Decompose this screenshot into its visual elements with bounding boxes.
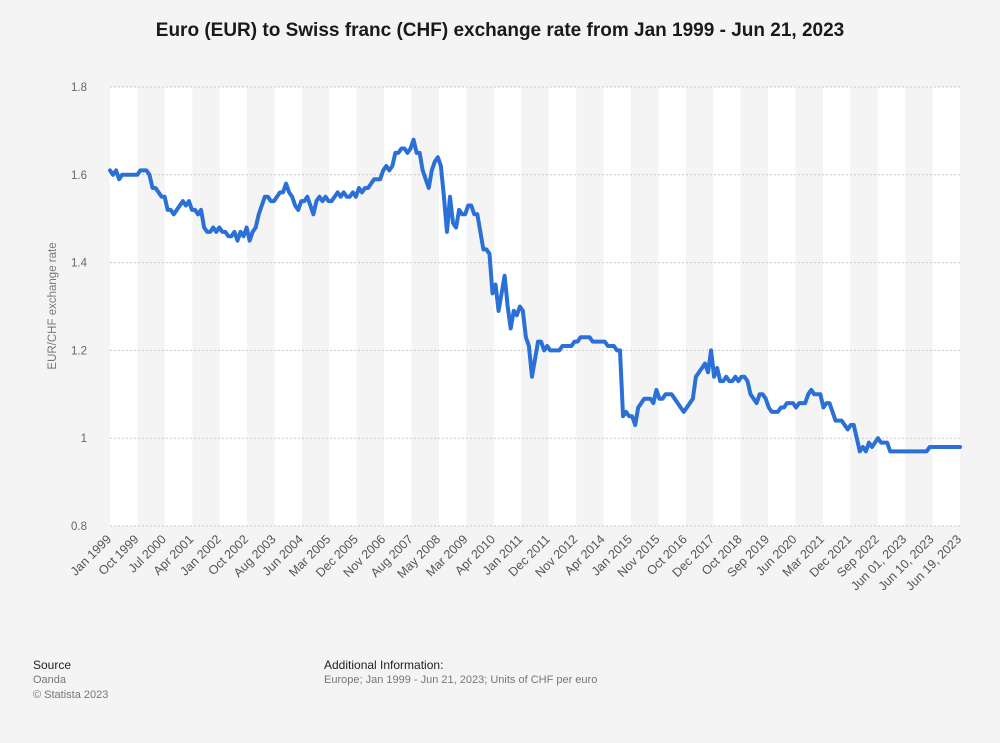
source-heading: Source xyxy=(33,658,72,672)
y-axis-ticks: 0.8 1 1.2 1.4 1.6 1.8 xyxy=(71,82,88,533)
chart-band xyxy=(713,87,741,526)
y-tick-label: 0.8 xyxy=(71,521,87,533)
chart-band xyxy=(164,87,193,526)
series-line xyxy=(108,137,962,454)
chart-band xyxy=(219,87,248,526)
chart-title: Euro (EUR) to Swiss franc (CHF) exchange… xyxy=(155,20,845,41)
y-tick-label: 1.2 xyxy=(71,345,87,357)
copyright: © Statista 2023 xyxy=(33,689,109,701)
chart-band xyxy=(439,87,467,526)
chart-series xyxy=(108,137,962,454)
chart-band xyxy=(768,87,796,526)
y-tick-label: 1 xyxy=(81,433,87,445)
chart-band xyxy=(329,87,357,526)
info-text: Europe; Jan 1999 - Jun 21, 2023; Units o… xyxy=(324,674,598,686)
y-tick-label: 1.8 xyxy=(71,82,87,94)
additional-info-block: Additional Information: Europe; Jan 1999… xyxy=(324,658,597,688)
chart-band xyxy=(548,87,577,526)
info-heading: Additional Information: xyxy=(324,658,444,672)
chart-band xyxy=(822,87,851,526)
source-block: Source Oanda © Statista 2023 xyxy=(33,658,108,703)
y-tick-label: 1.4 xyxy=(71,258,88,270)
chart-band xyxy=(658,87,686,526)
chart-band xyxy=(932,87,960,526)
source-name[interactable]: Oanda xyxy=(33,674,67,686)
chart-band xyxy=(274,87,302,526)
chart-bands xyxy=(110,87,960,526)
chart-band xyxy=(110,87,138,526)
chart-band xyxy=(384,87,412,526)
y-tick-label: 1.6 xyxy=(71,170,87,182)
y-axis-label: EUR/CHF exchange rate xyxy=(47,242,59,369)
chart-band xyxy=(877,87,906,526)
chart-band xyxy=(603,87,631,526)
